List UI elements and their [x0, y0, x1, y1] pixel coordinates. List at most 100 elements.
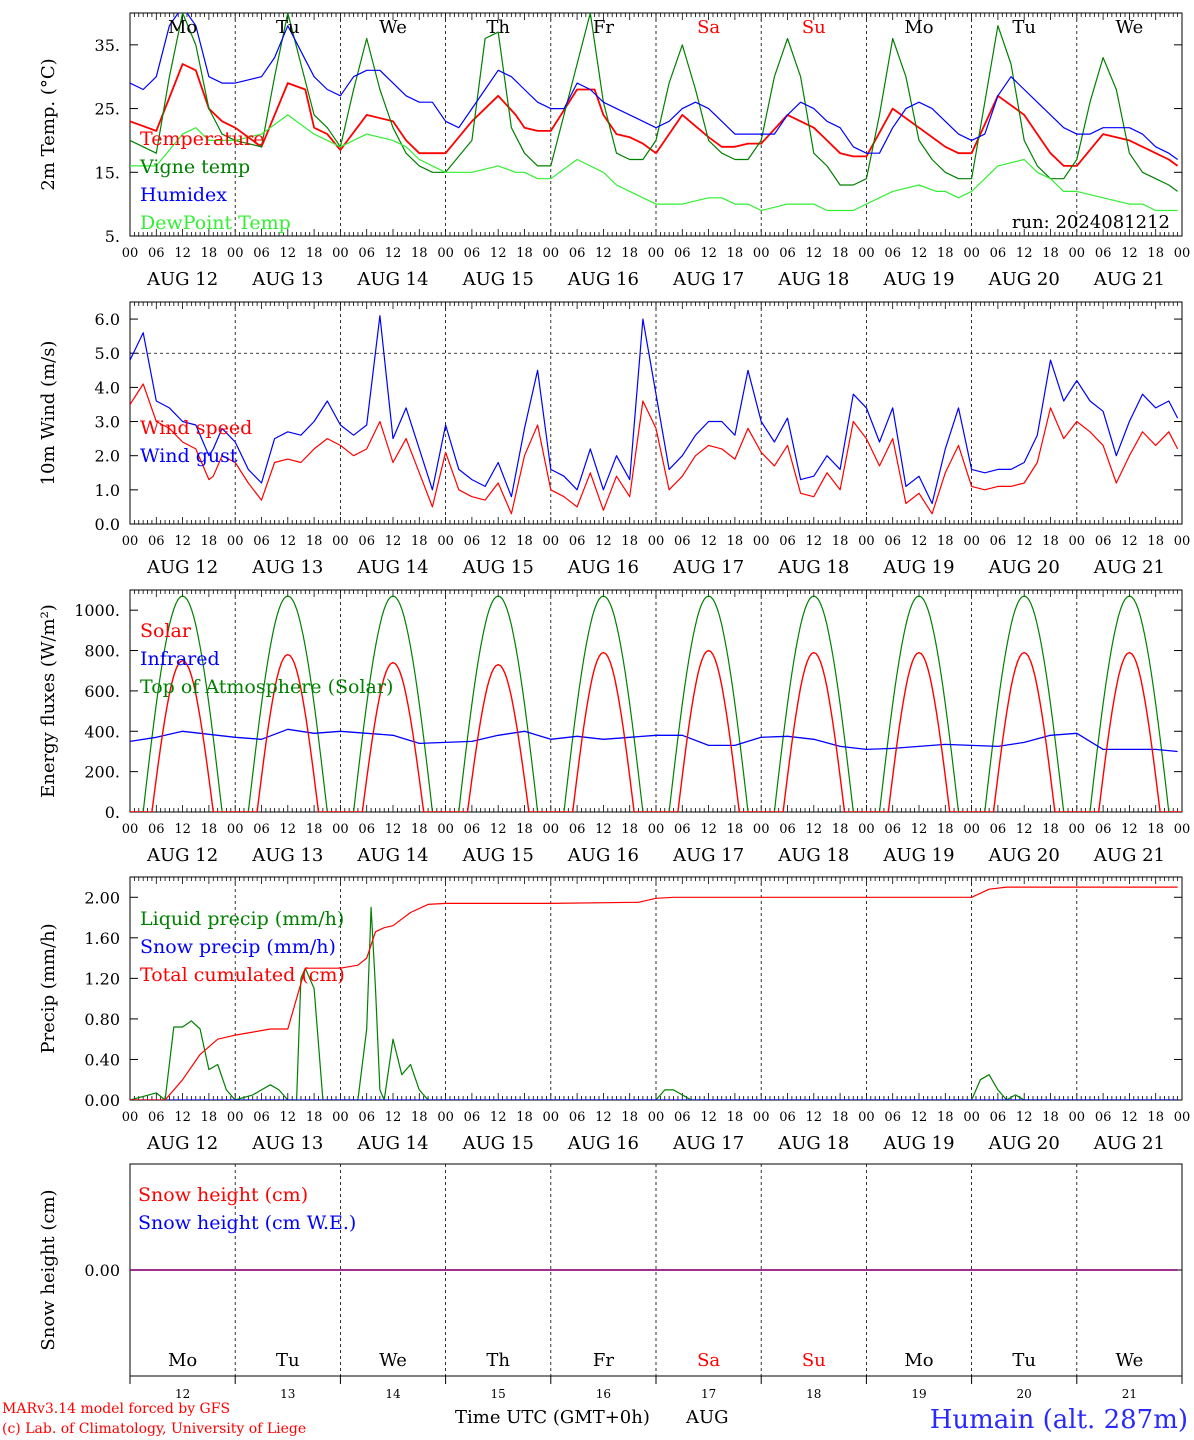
y-tick-label: 35. [95, 36, 120, 55]
x-tick-label: 06 [884, 246, 901, 261]
x-tick-label: 18 [411, 822, 428, 837]
x-tick-label: 18 [727, 822, 744, 837]
x-tick-label: 00 [1174, 822, 1191, 837]
x-tick-label: 06 [674, 246, 691, 261]
y-tick-label: 0.00 [84, 1261, 120, 1280]
date-label: AUG 14 [356, 557, 428, 578]
x-tick-label: 12 [490, 822, 507, 837]
x-tick-label: 12 [595, 246, 612, 261]
day-number-label: 15 [491, 1387, 506, 1401]
y-axis-label: Snow height (cm) [38, 1189, 59, 1350]
day-number-label: 20 [1017, 1387, 1032, 1401]
y-tick-label: 1.20 [84, 969, 120, 988]
x-tick-label: 06 [779, 822, 796, 837]
weekday-label: Su [802, 1350, 826, 1371]
x-tick-label: 00 [753, 822, 770, 837]
x-tick-label: 18 [1147, 534, 1164, 549]
y-tick-label: 6.0 [95, 310, 120, 329]
x-tick-label: 12 [280, 1110, 297, 1125]
x-tick-label: 18 [1147, 822, 1164, 837]
y-tick-label: 200. [84, 763, 120, 782]
panel-2: 00 06 12 18 00 06 12 18 00 06 12 18 00 06 12 18 00 06 12 18… [38, 589, 1191, 866]
x-tick-label: 00 [227, 1110, 244, 1125]
weekday-label: Th [486, 17, 510, 38]
date-label: AUG 17 [672, 845, 744, 866]
x-tick-label: 06 [569, 246, 586, 261]
x-tick-label: 12 [911, 1110, 928, 1125]
x-tick-label: 12 [595, 534, 612, 549]
date-label: AUG 19 [882, 557, 954, 578]
x-tick-label: 18 [727, 1110, 744, 1125]
date-label: AUG 20 [988, 557, 1060, 578]
weekday-label: Tu [1012, 1350, 1036, 1371]
x-tick-label: 18 [1042, 1110, 1059, 1125]
y-tick-label: 800. [84, 642, 120, 661]
date-label: AUG 14 [356, 1133, 428, 1154]
x-tick-label: 00 [227, 534, 244, 549]
date-label: AUG 19 [882, 845, 954, 866]
x-tick-label: 06 [674, 822, 691, 837]
footer-model: MARv3.14 model forced by GFS [2, 1401, 230, 1417]
x-tick-label: 00 [543, 246, 560, 261]
x-tick-label: 06 [464, 822, 481, 837]
x-tick-label: 18 [306, 246, 323, 261]
series-vigne-temp [130, 13, 1178, 192]
x-tick-label: 00 [963, 534, 980, 549]
panel-4: Mo 12 Tu 13 We 14 Th 15 Fr 16 Sa 17 Su 18 Mo 19 Tu 20 We 21… [38, 1163, 1183, 1401]
x-tick-label: 18 [306, 822, 323, 837]
x-tick-label: 00 [543, 822, 560, 837]
x-tick-label: 18 [1147, 1110, 1164, 1125]
x-tick-label: 18 [1042, 822, 1059, 837]
date-label: AUG 13 [251, 845, 323, 866]
x-tick-label: 12 [806, 246, 823, 261]
x-tick-label: 18 [201, 246, 218, 261]
weekday-label: Th [486, 1350, 510, 1371]
x-tick-label: 06 [1095, 246, 1112, 261]
legend-entry: Top of Atmosphere (Solar) [140, 676, 393, 698]
y-tick-label: 5.0 [95, 344, 120, 363]
x-tick-label: 12 [700, 1110, 717, 1125]
date-label: AUG 20 [988, 1133, 1060, 1154]
x-tick-label: 18 [1147, 246, 1164, 261]
legend-entry: Humidex [140, 184, 227, 206]
x-tick-label: 18 [411, 1110, 428, 1125]
series-top-of-atmosphere-solar [130, 595, 1182, 812]
x-tick-label: 12 [1121, 534, 1138, 549]
x-tick-label: 12 [385, 822, 402, 837]
x-tick-label: 06 [569, 534, 586, 549]
x-tick-label: 06 [674, 534, 691, 549]
x-tick-label: 06 [464, 1110, 481, 1125]
weekday-header: Mo Tu We Th Fr Sa Su Mo Tu We run: 2024081212 [168, 17, 1170, 233]
x-tick-label: 00 [332, 534, 349, 549]
series-liquid-precip-mm-h [130, 906, 1178, 1100]
footer-time-label: Time UTC (GMT+0h) [455, 1407, 650, 1428]
y-tick-label: 400. [84, 722, 120, 741]
x-tick-label: 06 [148, 822, 165, 837]
date-label: AUG 21 [1093, 845, 1165, 866]
weekday-label: We [379, 17, 407, 38]
x-tick-label: 00 [122, 1110, 139, 1125]
y-tick-label: 15. [95, 163, 120, 182]
panel-1: 00 06 12 18 00 06 12 18 00 06 12 18 00 06 12 18 00 06 12 18… [38, 301, 1190, 578]
date-label: AUG 17 [672, 1133, 744, 1154]
x-tick-label: 12 [174, 534, 191, 549]
x-tick-label: 06 [990, 822, 1007, 837]
x-tick-label: 00 [1174, 1110, 1191, 1125]
x-tick-label: 18 [832, 822, 849, 837]
x-tick-label: 18 [1042, 534, 1059, 549]
date-label: AUG 18 [777, 845, 849, 866]
date-label: AUG 18 [777, 557, 849, 578]
day-number-label: 16 [596, 1387, 611, 1401]
date-label: AUG 12 [146, 557, 218, 578]
x-tick-label: 18 [516, 1110, 533, 1125]
x-tick-label: 18 [832, 534, 849, 549]
x-tick-label: 00 [858, 1110, 875, 1125]
x-tick-label: 06 [253, 246, 270, 261]
legend-entry: Liquid precip (mm/h) [140, 908, 344, 930]
date-label: AUG 15 [462, 269, 534, 290]
x-tick-label: 06 [358, 822, 375, 837]
date-label: AUG 15 [462, 845, 534, 866]
x-tick-label: 06 [148, 534, 165, 549]
x-tick-label: 18 [516, 534, 533, 549]
day-number-label: 12 [175, 1387, 190, 1401]
